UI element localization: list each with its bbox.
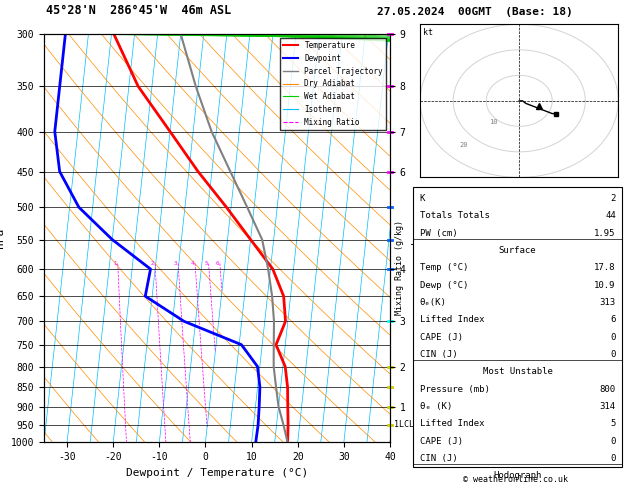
Text: Temp (°C): Temp (°C) [420, 263, 468, 272]
Text: 10: 10 [489, 119, 498, 125]
Text: CIN (J): CIN (J) [420, 454, 457, 463]
Text: Pressure (mb): Pressure (mb) [420, 385, 489, 394]
Text: θₑ (K): θₑ (K) [420, 402, 452, 411]
Text: PW (cm): PW (cm) [420, 229, 457, 238]
Text: 6: 6 [215, 261, 219, 266]
Text: θₑ(K): θₑ(K) [420, 298, 447, 307]
Text: K: K [420, 194, 425, 203]
Text: Surface: Surface [499, 246, 537, 255]
Text: 10.9: 10.9 [594, 281, 616, 290]
Text: Lifted Index: Lifted Index [420, 419, 484, 428]
Text: 44: 44 [605, 211, 616, 221]
Text: 0: 0 [610, 333, 616, 342]
Text: 1.95: 1.95 [594, 229, 616, 238]
Text: CAPE (J): CAPE (J) [420, 436, 462, 446]
Legend: Temperature, Dewpoint, Parcel Trajectory, Dry Adiabat, Wet Adiabat, Isotherm, Mi: Temperature, Dewpoint, Parcel Trajectory… [280, 38, 386, 130]
Text: Hodograph: Hodograph [494, 471, 542, 480]
Text: 0: 0 [610, 436, 616, 446]
Y-axis label: km
ASL: km ASL [411, 229, 433, 247]
Text: 20: 20 [460, 142, 469, 148]
Text: 1LCL: 1LCL [394, 420, 414, 429]
Text: Dewp (°C): Dewp (°C) [420, 281, 468, 290]
Text: kt: kt [423, 28, 433, 36]
Text: 2: 2 [150, 261, 154, 266]
Text: 5: 5 [610, 419, 616, 428]
Text: CIN (J): CIN (J) [420, 350, 457, 359]
Text: Totals Totals: Totals Totals [420, 211, 489, 221]
Text: 6: 6 [610, 315, 616, 324]
Y-axis label: hPa: hPa [0, 228, 5, 248]
Text: 4: 4 [191, 261, 194, 266]
Text: 0: 0 [610, 350, 616, 359]
Text: 3: 3 [174, 261, 177, 266]
Text: CAPE (J): CAPE (J) [420, 333, 462, 342]
Text: 17.8: 17.8 [594, 263, 616, 272]
Text: 45°28'N  286°45'W  46m ASL: 45°28'N 286°45'W 46m ASL [46, 4, 231, 17]
Text: 2: 2 [610, 194, 616, 203]
Text: 5: 5 [204, 261, 208, 266]
Text: 800: 800 [599, 385, 616, 394]
Text: 1: 1 [113, 261, 117, 266]
Text: 27.05.2024  00GMT  (Base: 18): 27.05.2024 00GMT (Base: 18) [377, 7, 573, 17]
Text: Lifted Index: Lifted Index [420, 315, 484, 324]
X-axis label: Dewpoint / Temperature (°C): Dewpoint / Temperature (°C) [126, 468, 308, 478]
Text: 0: 0 [610, 454, 616, 463]
Text: © weatheronline.co.uk: © weatheronline.co.uk [464, 474, 568, 484]
Text: Most Unstable: Most Unstable [482, 367, 553, 376]
Text: Mixing Ratio (g/kg): Mixing Ratio (g/kg) [395, 220, 404, 315]
Text: 313: 313 [599, 298, 616, 307]
Text: 314: 314 [599, 402, 616, 411]
